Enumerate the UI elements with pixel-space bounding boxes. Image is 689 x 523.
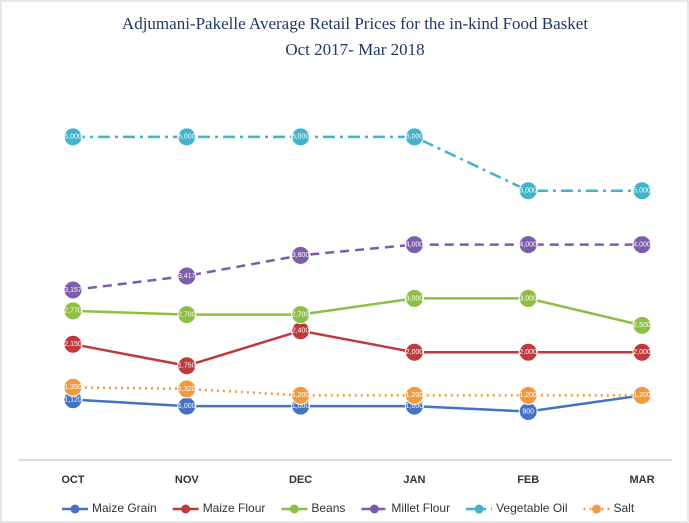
data-point [632, 315, 652, 335]
x-tick-label: JAN [403, 474, 425, 486]
data-point [63, 301, 83, 321]
data-point [632, 342, 652, 362]
series-line [72, 297, 643, 327]
data-label: 1,000 [178, 403, 196, 410]
data-point [518, 288, 538, 308]
data-label: 3,000 [519, 295, 537, 302]
data-label: 2,150 [64, 341, 82, 348]
legend-label: Millet Flour [391, 501, 450, 515]
legend-label: Maize Grain [92, 501, 157, 515]
data-label: 4,000 [633, 241, 651, 248]
data-point [177, 127, 197, 147]
data-label: 1,000 [292, 403, 310, 410]
x-tick-label: DEC [289, 474, 312, 486]
data-label: 2,700 [178, 311, 196, 318]
data-point [404, 235, 424, 255]
legend-label: Vegetable Oil [496, 501, 567, 515]
data-point [518, 342, 538, 362]
data-label: 1,750 [178, 363, 196, 370]
data-label: 2,500 [633, 322, 651, 329]
data-label: 6,000 [406, 134, 424, 141]
legend-marker [474, 504, 484, 514]
data-label: 3,800 [292, 252, 310, 259]
data-label: 1,000 [406, 403, 424, 410]
data-label: 4,000 [406, 241, 424, 248]
data-point [177, 266, 197, 286]
x-tick-label: MAR [629, 474, 654, 486]
data-label: 4,000 [519, 241, 537, 248]
legend-marker [369, 504, 379, 514]
series-line [72, 243, 642, 292]
legend-label: Beans [311, 501, 345, 515]
data-label: 3,417 [178, 273, 196, 280]
data-label: 6,000 [178, 134, 196, 141]
legend-marker [591, 504, 601, 514]
data-point [63, 377, 83, 397]
data-point [632, 385, 652, 405]
data-point [63, 334, 83, 354]
data-label: 1,320 [178, 386, 196, 393]
series-line [72, 386, 642, 397]
data-point [404, 288, 424, 308]
data-point [177, 305, 197, 325]
data-label: 5,000 [519, 188, 537, 195]
data-label: 2,000 [519, 349, 537, 356]
data-label: 1,200 [406, 392, 424, 399]
data-label: 6,000 [64, 134, 82, 141]
data-point [291, 305, 311, 325]
data-label: 3,157 [64, 287, 82, 294]
x-tick-label: OCT [61, 474, 85, 486]
x-tick-label: NOV [175, 474, 200, 486]
data-point [177, 379, 197, 399]
data-point [404, 342, 424, 362]
data-label: 5,000 [633, 188, 651, 195]
data-label: 2,400 [292, 328, 310, 335]
data-label: 6,000 [292, 134, 310, 141]
x-tick-label: FEB [517, 474, 539, 486]
legend-marker [70, 504, 80, 514]
data-point [632, 235, 652, 255]
data-point [291, 385, 311, 405]
data-point [632, 181, 652, 201]
data-point [518, 181, 538, 201]
data-label: 900 [522, 408, 534, 415]
data-point [518, 385, 538, 405]
data-point [291, 245, 311, 265]
data-point [291, 127, 311, 147]
data-point [518, 235, 538, 255]
data-label: 3,000 [406, 295, 424, 302]
data-point [63, 280, 83, 300]
data-point [63, 127, 83, 147]
data-label: 2,770 [64, 308, 82, 315]
data-point [177, 356, 197, 376]
chart-subtitle: Oct 2017- Mar 2018 [285, 40, 424, 59]
data-point [404, 385, 424, 405]
series-line [72, 329, 642, 368]
data-label: 2,000 [633, 349, 651, 356]
data-label: 1,200 [633, 392, 651, 399]
data-label: 1,200 [292, 392, 310, 399]
chart-title: Adjumani-Pakelle Average Retail Prices f… [122, 14, 588, 33]
legend-marker [181, 504, 191, 514]
data-label: 2,000 [406, 349, 424, 356]
legend-label: Salt [613, 501, 634, 515]
legend-label: Maize Flour [203, 501, 266, 515]
data-label: 1,350 [64, 384, 82, 391]
data-point [404, 127, 424, 147]
data-label: 1,200 [519, 392, 537, 399]
data-label: 1,120 [64, 397, 82, 404]
data-label: 2,700 [292, 311, 310, 318]
series-line [72, 394, 643, 413]
series-line [73, 135, 642, 192]
legend-marker [289, 504, 299, 514]
